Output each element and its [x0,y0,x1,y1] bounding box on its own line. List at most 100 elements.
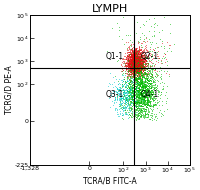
Point [131,59,134,63]
Point [147,84,151,87]
Point [145,81,148,84]
Point [153,67,156,70]
Point [121,96,125,99]
Point [131,69,134,72]
Point [120,37,124,40]
Point [161,100,164,103]
Point [147,79,150,82]
Point [122,97,126,100]
Point [160,62,163,65]
Point [144,95,147,98]
Point [127,97,130,101]
Point [147,51,150,54]
Point [148,95,151,98]
Point [126,97,129,101]
Point [129,107,133,110]
Point [146,64,150,67]
Point [132,59,135,62]
Point [137,68,140,71]
Point [130,100,134,103]
Point [147,93,150,96]
Point [145,66,148,69]
Point [135,63,138,66]
Point [133,110,136,113]
Point [140,86,143,89]
Point [140,62,143,65]
Point [135,53,138,56]
Point [139,93,142,96]
Point [137,65,140,68]
Point [113,95,116,98]
Point [135,55,138,58]
Point [135,55,139,58]
Point [136,51,139,54]
Point [139,51,142,55]
Point [145,78,148,82]
Point [130,84,133,87]
Point [134,67,137,70]
Point [151,99,155,102]
Point [135,99,139,102]
Point [137,116,140,119]
Point [137,58,140,61]
Point [135,61,138,64]
Point [133,69,136,72]
Point [134,51,137,55]
Point [135,81,138,84]
Point [135,66,138,69]
Point [138,63,141,66]
Point [136,58,140,61]
Point [130,67,133,70]
Point [131,96,134,99]
Point [137,52,140,55]
Point [147,55,150,58]
Point [131,88,134,91]
Point [146,99,150,102]
Point [132,65,135,68]
Point [128,64,131,67]
Point [142,52,145,55]
Point [138,95,142,98]
Point [141,66,144,70]
Point [135,52,138,55]
Point [136,65,139,68]
Point [135,71,138,74]
Point [137,80,140,83]
Point [151,88,154,91]
Point [134,63,137,66]
Point [131,75,134,78]
Point [142,79,145,82]
Point [133,63,136,66]
Point [135,89,139,93]
Point [127,96,130,99]
Point [146,78,149,81]
Point [133,103,136,106]
Point [137,103,140,106]
Point [134,64,138,67]
Point [136,55,140,58]
Point [139,59,142,62]
Point [127,82,131,85]
Point [119,90,122,93]
Point [128,87,131,90]
Point [120,85,123,88]
Point [122,82,125,86]
Point [140,67,144,70]
Point [137,73,140,76]
Point [133,77,136,80]
Point [133,88,136,91]
Point [128,99,131,102]
Point [134,56,138,59]
Point [130,68,133,71]
Point [130,98,133,101]
Point [121,98,124,101]
Point [140,61,143,64]
Point [135,62,139,65]
Point [139,79,142,82]
Point [138,91,141,94]
Point [129,86,132,89]
Point [128,59,132,62]
Point [131,61,134,64]
Point [148,89,151,92]
Point [145,54,148,57]
